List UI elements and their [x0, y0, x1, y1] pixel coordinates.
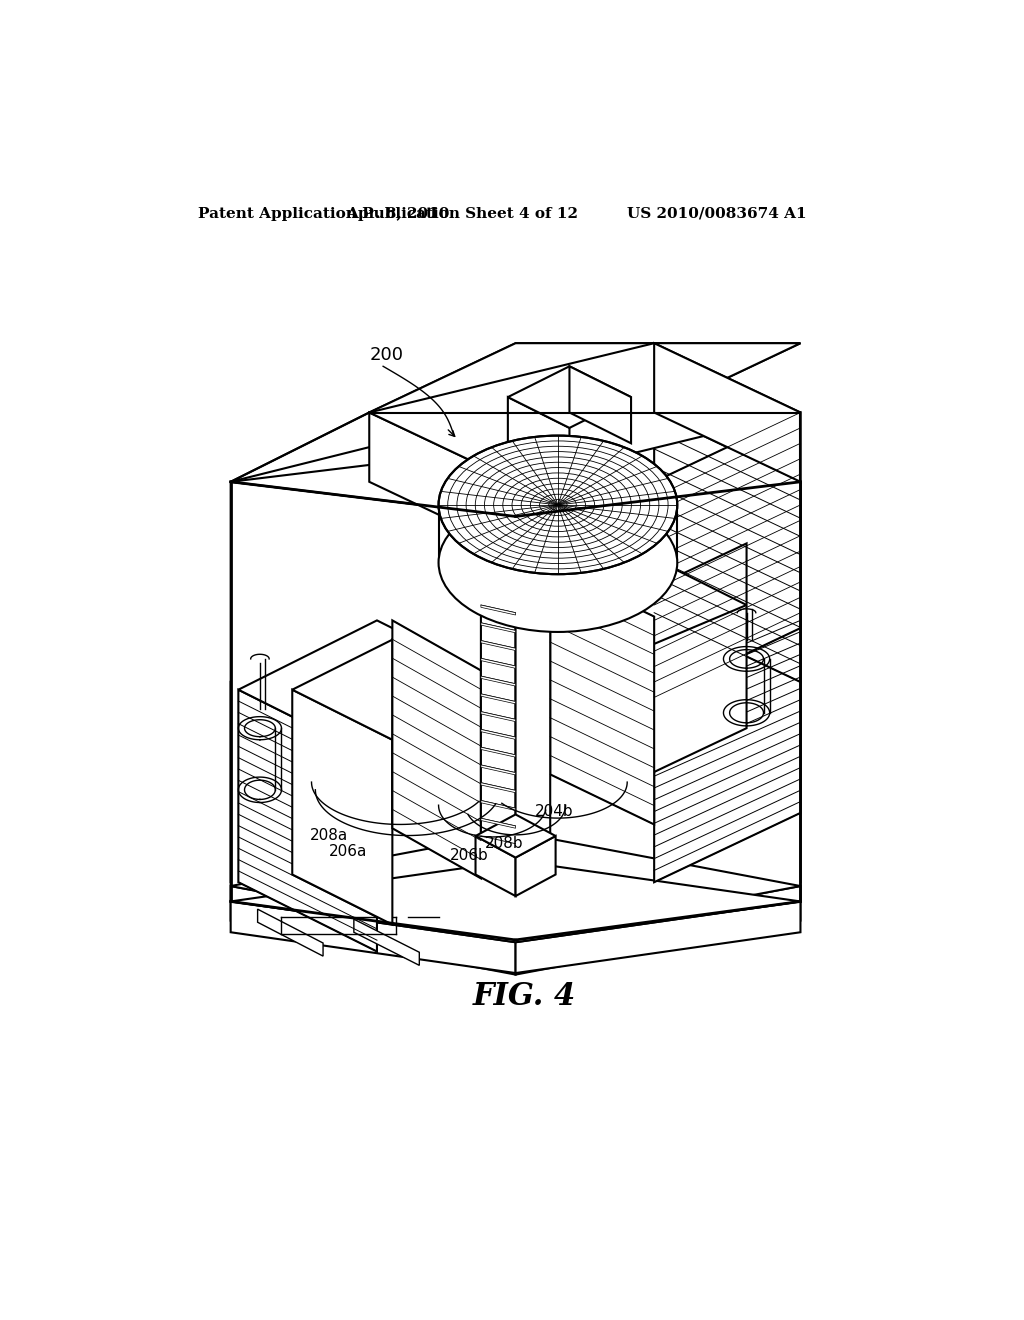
Polygon shape: [230, 902, 515, 973]
Polygon shape: [292, 689, 392, 924]
Polygon shape: [475, 836, 515, 896]
Text: Patent Application Publication: Patent Application Publication: [199, 207, 461, 220]
Polygon shape: [481, 574, 550, 605]
Text: 206b: 206b: [451, 847, 488, 863]
Ellipse shape: [438, 494, 677, 632]
Text: US 2010/0083674 A1: US 2010/0083674 A1: [628, 207, 807, 220]
Polygon shape: [508, 397, 569, 474]
Polygon shape: [654, 412, 801, 682]
Polygon shape: [258, 909, 323, 956]
Polygon shape: [481, 605, 515, 615]
Polygon shape: [392, 620, 481, 878]
Polygon shape: [481, 800, 515, 810]
Polygon shape: [370, 343, 801, 412]
Polygon shape: [481, 590, 515, 851]
Polygon shape: [515, 682, 801, 936]
Text: 204b: 204b: [535, 804, 573, 818]
Polygon shape: [354, 919, 419, 965]
Polygon shape: [569, 367, 631, 444]
Polygon shape: [515, 836, 556, 896]
Polygon shape: [481, 764, 515, 775]
Polygon shape: [481, 730, 515, 739]
Polygon shape: [370, 412, 515, 552]
Polygon shape: [515, 552, 801, 682]
Polygon shape: [515, 482, 801, 940]
Polygon shape: [481, 659, 515, 668]
Polygon shape: [481, 694, 515, 704]
Polygon shape: [230, 682, 515, 936]
Polygon shape: [239, 689, 377, 952]
Polygon shape: [654, 412, 801, 697]
Polygon shape: [515, 886, 801, 974]
Polygon shape: [481, 676, 515, 686]
Polygon shape: [481, 711, 515, 722]
Polygon shape: [370, 343, 801, 412]
Polygon shape: [239, 620, 515, 759]
Polygon shape: [481, 640, 515, 651]
Polygon shape: [481, 623, 515, 632]
Text: Apr. 8, 2010   Sheet 4 of 12: Apr. 8, 2010 Sheet 4 of 12: [346, 207, 578, 220]
Polygon shape: [550, 566, 654, 825]
Polygon shape: [392, 640, 493, 875]
Polygon shape: [230, 861, 801, 942]
Polygon shape: [230, 832, 801, 940]
Text: 206a: 206a: [330, 843, 368, 859]
Text: 200: 200: [370, 346, 403, 364]
Polygon shape: [481, 747, 515, 758]
Polygon shape: [370, 343, 801, 482]
Polygon shape: [508, 367, 631, 428]
Polygon shape: [654, 620, 801, 882]
Polygon shape: [230, 447, 801, 516]
Polygon shape: [292, 640, 493, 739]
Polygon shape: [475, 814, 556, 858]
Ellipse shape: [438, 436, 677, 574]
Polygon shape: [600, 544, 746, 797]
Polygon shape: [230, 886, 515, 974]
Polygon shape: [515, 590, 550, 851]
Text: 208a: 208a: [310, 829, 348, 843]
Text: FIG. 4: FIG. 4: [473, 981, 577, 1011]
Polygon shape: [481, 818, 515, 828]
Polygon shape: [481, 783, 515, 793]
Polygon shape: [230, 412, 515, 516]
Polygon shape: [654, 343, 801, 482]
Polygon shape: [515, 902, 801, 973]
Text: 208b: 208b: [484, 836, 523, 851]
Polygon shape: [230, 482, 515, 940]
Polygon shape: [493, 552, 746, 667]
